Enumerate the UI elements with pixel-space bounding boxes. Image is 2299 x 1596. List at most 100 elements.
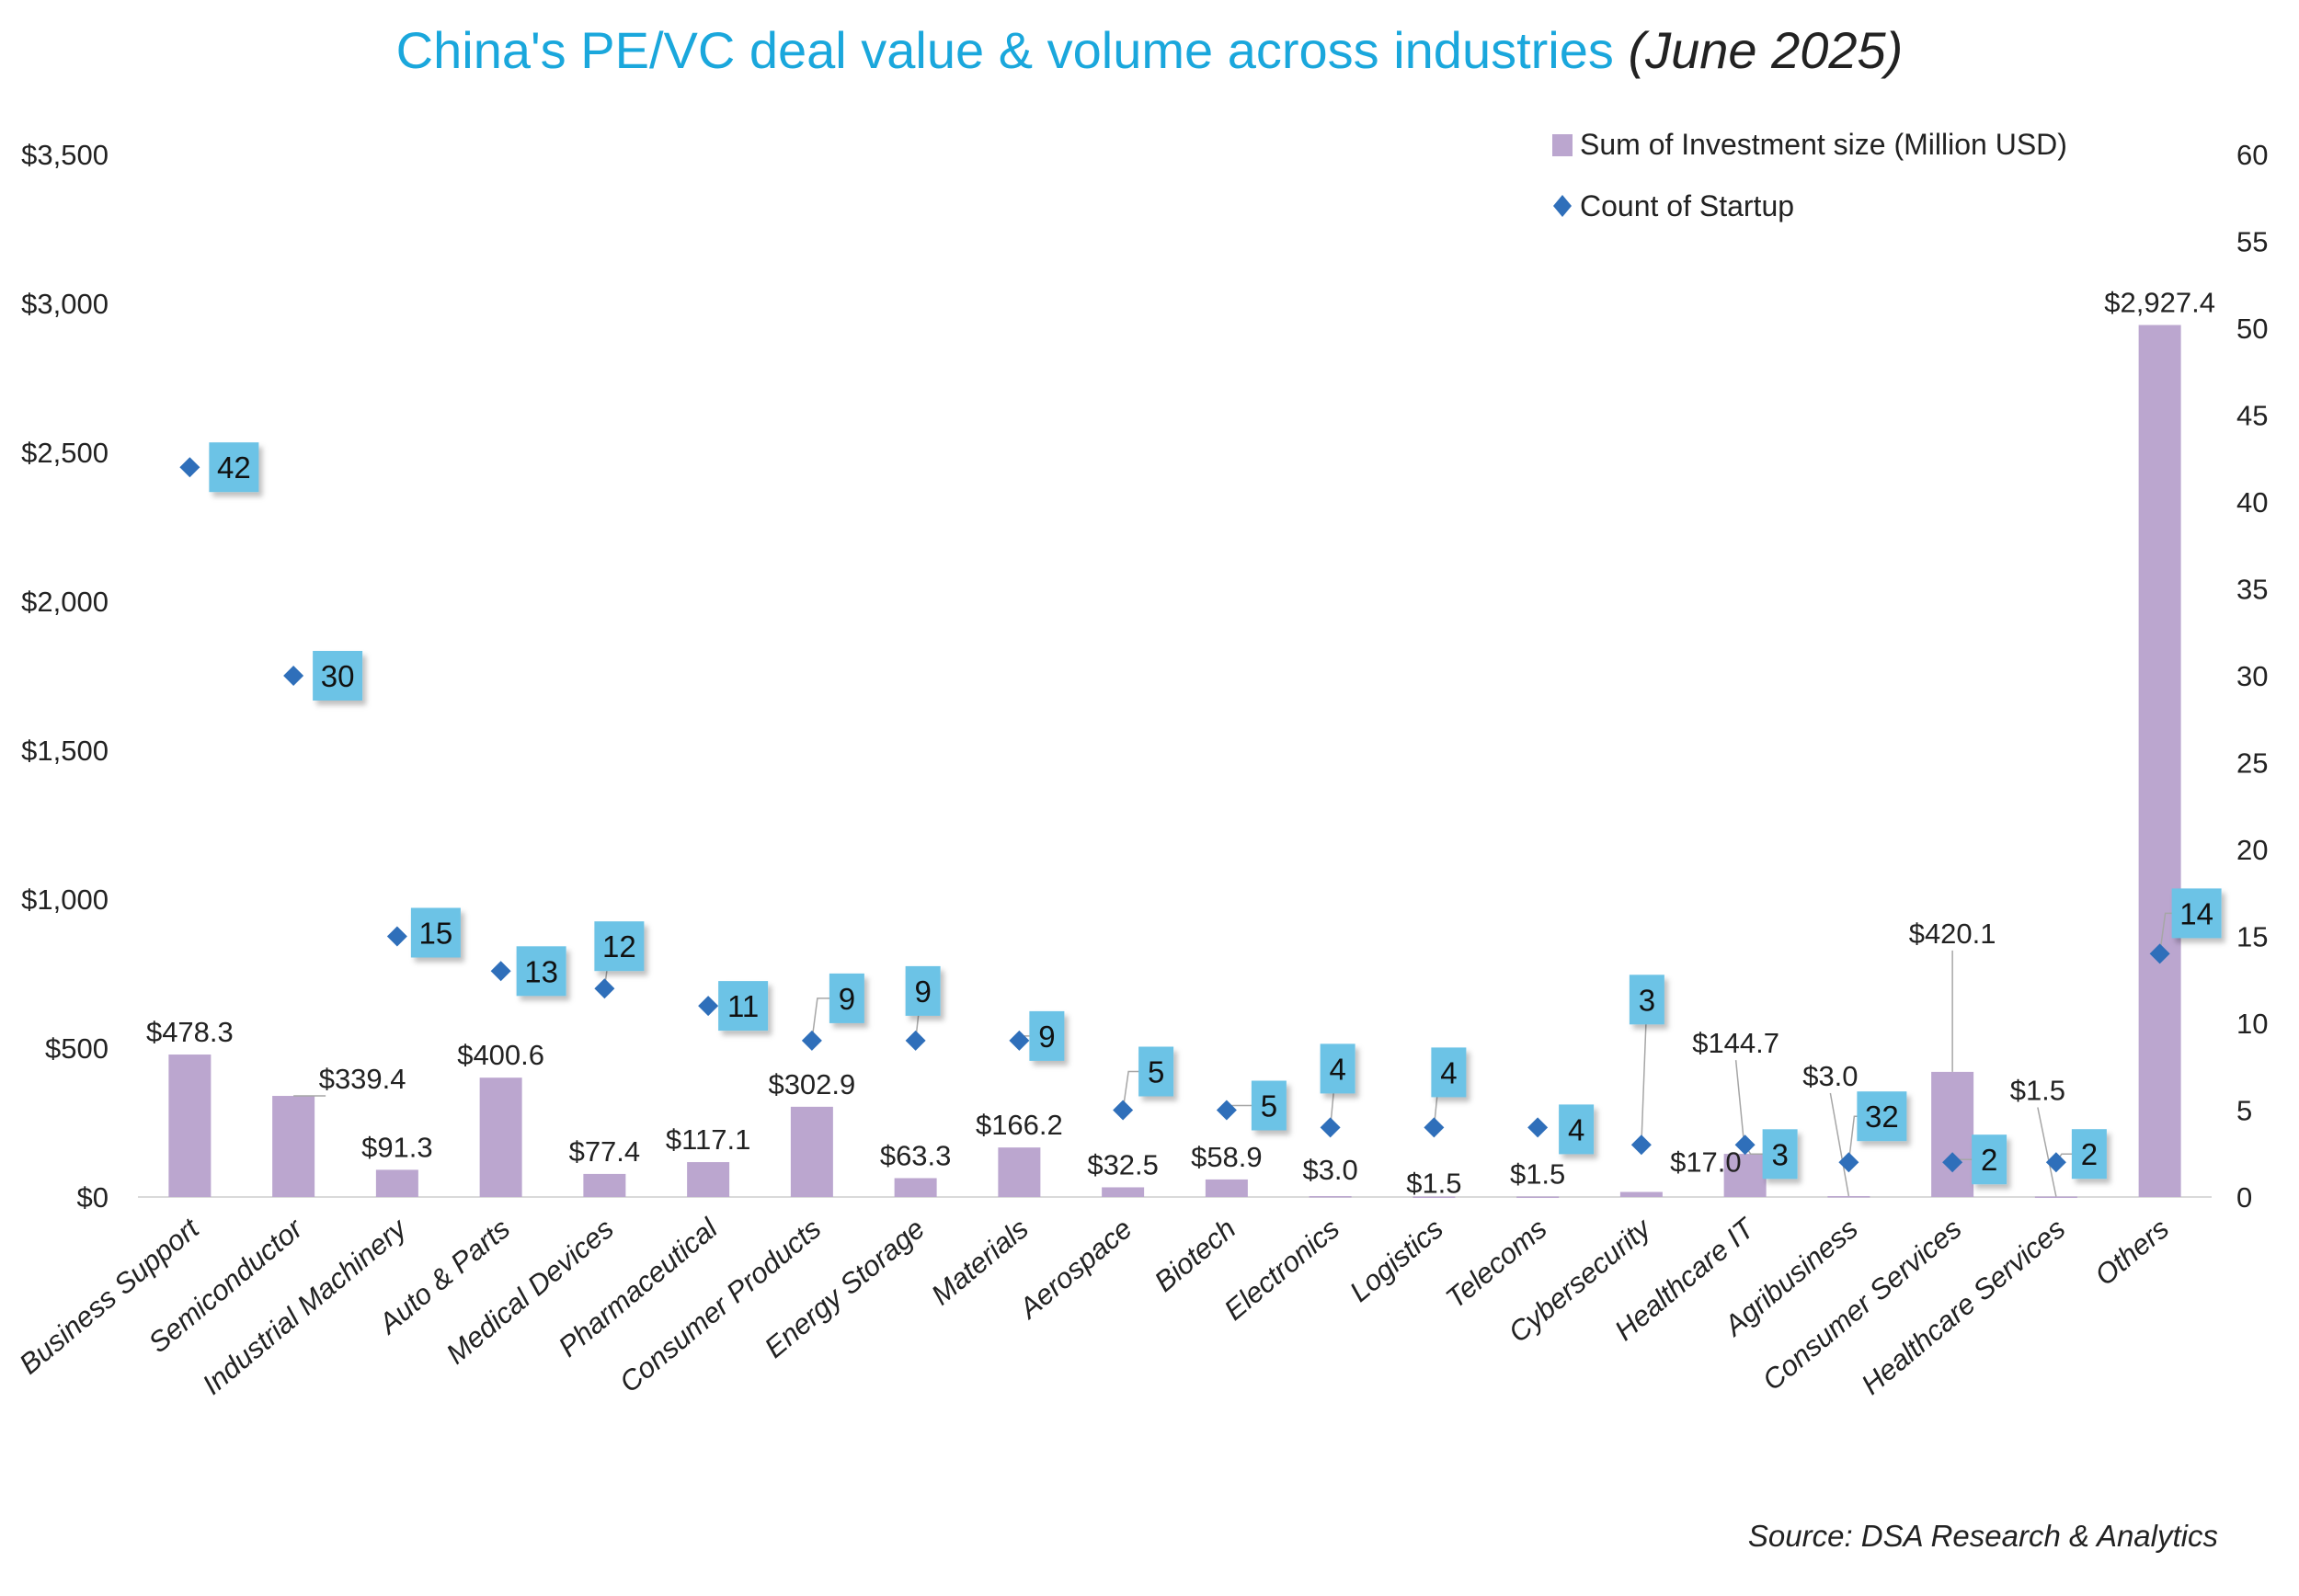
count-label: 4 (1329, 1052, 1345, 1086)
count-label: 5 (1148, 1055, 1164, 1089)
y-left-tick-label: $1,000 (21, 884, 109, 916)
bar-value-label: $420.1 (1909, 918, 1996, 950)
bar (583, 1173, 626, 1197)
bar-value-label: $339.4 (319, 1063, 406, 1095)
y-right-tick-label: 20 (2236, 834, 2268, 866)
bar-value-label: $58.9 (1191, 1141, 1263, 1173)
bar (1102, 1187, 1145, 1197)
count-label: 3 (1639, 983, 1655, 1017)
count-label-box (1559, 1104, 1595, 1155)
bar-label-leader (2037, 1107, 2057, 1197)
bar-value-label: $77.4 (569, 1135, 641, 1168)
y-right-tick-label: 55 (2236, 226, 2268, 258)
count-label-box (594, 921, 645, 972)
count-label-box (516, 946, 566, 997)
bar (1723, 1154, 1767, 1197)
y-right-tick-label: 25 (2236, 747, 2268, 780)
markers-layer (179, 457, 2170, 1173)
y-right-tick-label: 15 (2236, 921, 2268, 953)
source-note: Source: DSA Research & Analytics (1747, 1519, 2218, 1553)
category-label: Consumer Products (613, 1213, 827, 1399)
count-label-leader (811, 998, 831, 1041)
y-right-tick-label: 35 (2236, 574, 2268, 606)
bar-value-label: $144.7 (1692, 1027, 1779, 1059)
count-label-box (2071, 1129, 2107, 1180)
bar (168, 1054, 212, 1197)
count-label: 32 (1865, 1100, 1899, 1134)
count-label: 9 (914, 975, 931, 1009)
count-label: 42 (217, 450, 251, 484)
bar-label-leader (1829, 1092, 1850, 1197)
count-label-box (313, 651, 363, 701)
bar (375, 1169, 418, 1197)
count-marker (698, 996, 719, 1017)
bar (479, 1077, 522, 1197)
count-marker (905, 1030, 926, 1051)
count-marker (2045, 1152, 2066, 1173)
category-label: Aerospace (1012, 1213, 1138, 1326)
category-label: Business Support (13, 1212, 206, 1381)
bar-value-label: $3.0 (1802, 1060, 1858, 1092)
count-marker (1216, 1100, 1237, 1121)
count-marker (1113, 1100, 1134, 1121)
bar (2034, 1196, 2077, 1199)
bar-value-label: $478.3 (146, 1016, 234, 1048)
count-marker (1942, 1152, 1963, 1173)
bar-value-label: $1.5 (1510, 1158, 1565, 1191)
y-left-tick-label: $3,500 (21, 139, 109, 171)
count-label: 3 (1771, 1137, 1788, 1171)
count-marker (801, 1030, 822, 1051)
y-left-tick-label: $500 (45, 1032, 109, 1065)
bar (1827, 1196, 1870, 1198)
bar (1205, 1179, 1248, 1197)
category-label: Logistics (1344, 1213, 1449, 1308)
bar-value-label: $63.3 (880, 1139, 952, 1171)
bar-value-label: $400.6 (457, 1039, 544, 1071)
count-label-box (209, 442, 259, 493)
count-marker (1009, 1030, 1030, 1051)
category-label: Biotech (1149, 1213, 1242, 1298)
count-label: 30 (321, 659, 355, 693)
count-label: 9 (1038, 1020, 1055, 1054)
y-left-tick-label: $0 (77, 1181, 109, 1214)
count-label-leader (2158, 912, 2174, 954)
bar (1413, 1196, 1456, 1199)
count-label-box (410, 907, 461, 958)
count-label: 14 (2179, 896, 2213, 930)
y-left-tick-label: $2,500 (21, 437, 109, 469)
count-label: 11 (727, 989, 759, 1023)
bar-value-label: $302.9 (768, 1068, 855, 1100)
axes-layer: $0 $500 $1,000 $1,500 $2,000 $2,500 $3,000 $3,5… (13, 139, 2268, 1401)
chart-title-main: China's PE/VC deal value & volume across… (395, 21, 1614, 79)
bar (790, 1106, 833, 1197)
y-right-tick-label: 40 (2236, 486, 2268, 519)
y-left-tick-label: $1,500 (21, 735, 109, 767)
count-label: 9 (839, 982, 855, 1016)
bar (1516, 1196, 1560, 1199)
bar-value-label: $32.5 (1087, 1148, 1159, 1180)
count-label-box (1251, 1080, 1287, 1131)
count-marker (1734, 1134, 1756, 1156)
y-right-tick-label: 0 (2236, 1181, 2252, 1214)
labels-layer: $478.3 $339.4 $91.3 $400.6 $77.4 $117.1 $302.9… (146, 287, 2222, 1200)
bars-layer (168, 325, 2181, 1199)
count-label: 2 (2081, 1137, 2098, 1171)
y-right-tick-label: 30 (2236, 660, 2268, 692)
count-marker (1424, 1117, 1445, 1138)
count-label-box (1431, 1047, 1467, 1098)
count-label-box (1138, 1046, 1174, 1097)
count-label-box (829, 973, 864, 1023)
count-label-box (1762, 1129, 1798, 1180)
count-label-leader (1122, 1070, 1141, 1111)
chart-title: China's PE/VC deal value & volume across… (0, 20, 2299, 80)
y-left-tick-label: $3,000 (21, 288, 109, 320)
bar (1931, 1071, 1974, 1197)
count-label-box (718, 981, 769, 1032)
count-label: 15 (419, 917, 453, 951)
bar-value-label: $17.0 (1670, 1146, 1742, 1178)
legend-marker-swatch (1553, 195, 1572, 217)
category-label: Consumer Services (1756, 1213, 1968, 1397)
bar (1309, 1196, 1352, 1198)
bar (687, 1162, 730, 1197)
